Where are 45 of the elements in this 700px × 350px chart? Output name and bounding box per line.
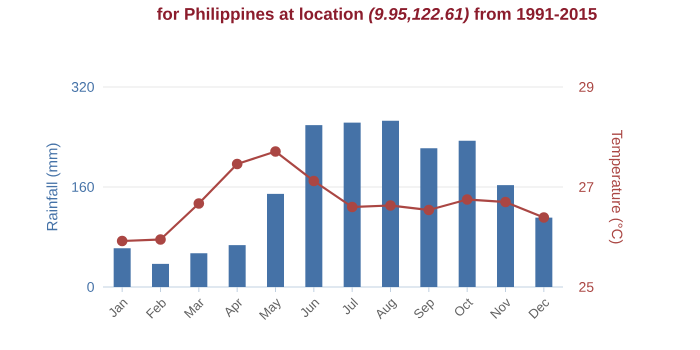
x-tick-label: Mar	[184, 298, 204, 318]
y-tick-label: 320	[72, 82, 94, 92]
point	[346, 202, 358, 212]
bar	[535, 218, 552, 287]
point	[308, 176, 320, 186]
y-tick-label: 160	[72, 182, 94, 192]
y-tick-label: 0	[87, 282, 94, 292]
point	[538, 212, 550, 223]
point	[116, 236, 128, 246]
bar	[382, 120, 400, 287]
point	[385, 200, 396, 211]
x-tick-label: Feb	[146, 300, 166, 319]
point	[500, 196, 511, 208]
bar	[420, 148, 438, 287]
bar	[344, 122, 361, 287]
y2-tick-label: 27	[579, 182, 594, 192]
y-axis-title: Rainfall (mm)	[46, 144, 60, 230]
y2-tick-label: 25	[579, 282, 594, 292]
x-tick-label: Jul	[342, 298, 358, 314]
y2-axis-title: Temperature (°C)	[608, 130, 623, 244]
bar	[267, 194, 284, 287]
point	[424, 204, 434, 216]
bar	[305, 125, 322, 287]
y2-tick-label: 29	[579, 82, 594, 92]
x-tick-label: Jan	[109, 300, 128, 317]
x-tick-label: Apr	[226, 298, 242, 318]
point	[270, 146, 281, 157]
x-tick-label: May	[258, 298, 281, 320]
x-tick-label: Dec	[528, 300, 549, 319]
point	[194, 198, 204, 209]
x-tick-label: Oct	[455, 298, 474, 316]
x-tick-label: Sep	[414, 300, 434, 318]
bar	[152, 264, 169, 287]
bar	[114, 248, 131, 287]
bar	[228, 245, 246, 287]
point	[232, 158, 242, 170]
bar	[497, 185, 514, 287]
x-tick-label: Aug	[376, 299, 398, 320]
point	[462, 194, 472, 205]
chart-title: for Philippines at location (9.95,122.61) from 1991-2015	[157, 8, 597, 24]
bar	[458, 140, 476, 287]
x-tick-label: Jun	[300, 300, 320, 317]
point	[155, 234, 166, 245]
bar	[190, 253, 208, 287]
x-tick-label: Nov	[490, 298, 510, 319]
